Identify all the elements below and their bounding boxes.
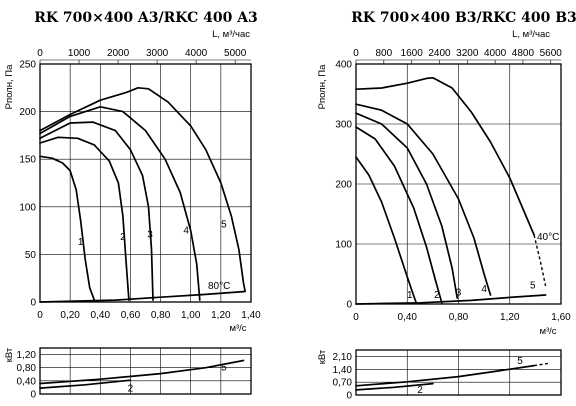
power-curve-label: 5 xyxy=(517,356,523,367)
top-axis-tick-label: 0 xyxy=(353,48,359,59)
y-tick-label: 50 xyxy=(25,250,37,261)
power-curve-label: 2 xyxy=(417,385,423,396)
power-y-axis-label: кВт xyxy=(4,347,15,362)
x-tick-label: 0,40 xyxy=(398,312,418,323)
power-curve-label: 5 xyxy=(221,362,227,373)
power-y-tick-label: 1,40 xyxy=(333,365,353,376)
curve-label: 5 xyxy=(530,280,536,291)
y-tick-label: 100 xyxy=(335,240,352,251)
top-axis-tick-label: 800 xyxy=(375,48,392,59)
x-tick-label: 1,60 xyxy=(551,312,571,323)
power-curve-5 xyxy=(355,364,535,387)
x-tick-label: 1,20 xyxy=(500,312,520,323)
top-axis-tick-label: 4000 xyxy=(484,48,507,59)
plot-frame xyxy=(39,63,252,303)
curve-label: 1 xyxy=(78,237,84,248)
top-axis-tick-label: 3000 xyxy=(146,48,169,59)
curve-label: 3 xyxy=(456,288,462,299)
power-curve-5 xyxy=(39,359,245,385)
chart-title-left: RK 700×400 A3/RKC 400 A3 xyxy=(34,10,258,26)
top-axis-tick-label: 5000 xyxy=(224,48,247,59)
y-tick-label: 0 xyxy=(30,298,36,309)
y-tick-label: 400 xyxy=(335,60,352,71)
y-tick-label: 200 xyxy=(19,107,36,118)
y-tick-label: 200 xyxy=(335,180,352,191)
x-tick-label: 0 xyxy=(353,312,359,323)
power-curve-2 xyxy=(355,382,434,391)
x-tick-label: 0,60 xyxy=(121,310,141,321)
top-axis-tick-label: 4000 xyxy=(185,48,208,59)
x-tick-label: 0,80 xyxy=(449,312,469,323)
x-tick-label: 0,40 xyxy=(91,310,111,321)
x-axis-unit-label: м³/с xyxy=(539,326,556,337)
fan-curve-5 xyxy=(355,76,535,236)
fan-curve-1 xyxy=(39,155,96,301)
y-tick-label: 150 xyxy=(19,155,36,166)
power-plot-frame xyxy=(355,349,562,396)
power-curve-2 xyxy=(39,379,132,389)
x-tick-label: 0,80 xyxy=(151,310,171,321)
curve-extension-dashed xyxy=(533,234,547,287)
temperature-label: 80°C xyxy=(208,281,230,292)
top-axis-tick-label: 4800 xyxy=(512,48,535,59)
top-axis-tick-label: 2400 xyxy=(428,48,451,59)
top-axis-label: L, м³/час xyxy=(512,29,550,40)
curve-label: 4 xyxy=(481,284,487,295)
power-y-tick-label: 2,10 xyxy=(333,352,353,363)
x-tick-label: 1,40 xyxy=(241,310,261,321)
top-axis-tick-label: 1600 xyxy=(401,48,424,59)
y-tick-label: 0 xyxy=(346,300,352,311)
x-tick-label: 0,20 xyxy=(60,310,80,321)
fan-curve-4 xyxy=(355,103,492,296)
power-y-tick-label: 0,70 xyxy=(333,378,353,389)
max-temperature-curve xyxy=(355,294,547,305)
fan-curve-2 xyxy=(355,126,443,304)
power-y-tick-label: 0 xyxy=(346,391,352,402)
power-y-tick-label: 0,80 xyxy=(17,363,37,374)
y-axis-label: Pполн, Па xyxy=(317,64,328,109)
x-tick-label: 1,20 xyxy=(211,310,231,321)
fan-curve-3 xyxy=(39,121,154,301)
fan-curve-1 xyxy=(355,156,418,304)
power-y-tick-label: 0,40 xyxy=(17,376,37,387)
top-axis-tick-label: 1000 xyxy=(68,48,91,59)
top-axis-tick-label: 0 xyxy=(37,48,43,59)
curve-label: 5 xyxy=(221,220,227,231)
x-tick-label: 0 xyxy=(37,310,43,321)
max-temperature-curve xyxy=(39,290,246,303)
fan-curve-4 xyxy=(39,105,201,301)
fan-curve-5 xyxy=(39,86,246,292)
plot-frame xyxy=(355,63,562,305)
power-y-tick-label: 0 xyxy=(30,390,36,401)
power-y-axis-label: кВт xyxy=(317,349,328,364)
power-curve-label: 2 xyxy=(128,383,134,394)
curve-label: 2 xyxy=(120,232,126,243)
top-axis-tick-label: 3200 xyxy=(456,48,479,59)
chart-title-right: RK 700×400 B3/RKC 400 B3 xyxy=(351,10,576,26)
curve-label: 1 xyxy=(407,290,413,301)
curve-label: 2 xyxy=(434,290,440,301)
fan-curve-2 xyxy=(39,136,130,301)
y-axis-label: Pполн, Па xyxy=(4,64,15,109)
top-axis-label: L, м³/час xyxy=(212,29,250,40)
power-plot-frame xyxy=(39,347,252,395)
x-tick-label: 1,00 xyxy=(181,310,201,321)
fan-curve-3 xyxy=(355,112,459,299)
curve-label: 4 xyxy=(183,225,189,236)
top-axis-tick-label: 2000 xyxy=(107,48,130,59)
x-axis-unit-label: м³/с xyxy=(229,323,246,334)
curve-label: 3 xyxy=(147,229,153,240)
top-axis-tick-label: 5600 xyxy=(540,48,563,59)
y-tick-label: 100 xyxy=(19,202,36,213)
power-y-tick-label: 1,20 xyxy=(17,350,37,361)
y-tick-label: 250 xyxy=(19,60,36,71)
y-tick-label: 300 xyxy=(335,120,352,131)
power-curve-extension-dashed xyxy=(533,362,549,367)
temperature-label: 40°C xyxy=(537,232,559,243)
